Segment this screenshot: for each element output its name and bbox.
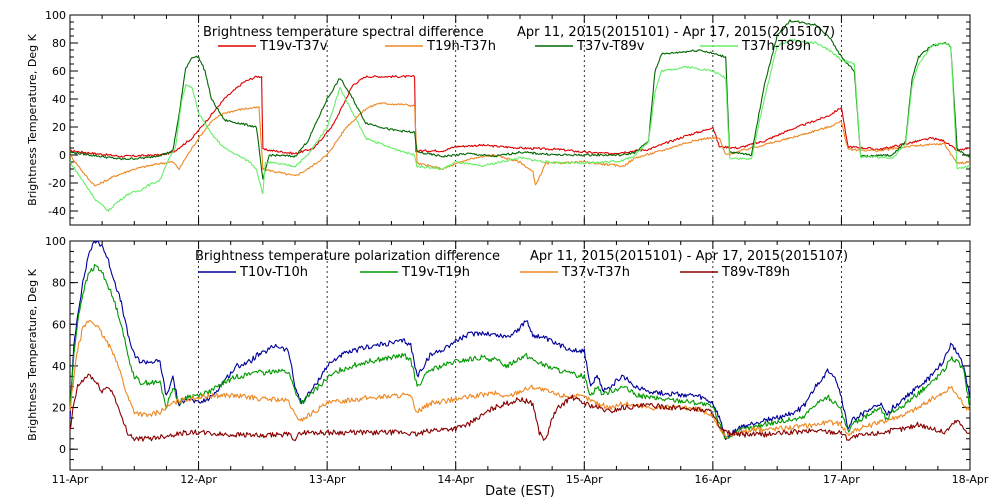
y-tick-label: 60 [52, 65, 66, 78]
top-x-ticks [69, 15, 971, 225]
x-tick-label: 12-Apr [180, 473, 217, 486]
series-line-t89v-t89h [69, 373, 971, 442]
x-tick-label: 15-Apr [566, 473, 603, 486]
series-line-t37v-t89v [69, 19, 971, 180]
y-tick-label: 0 [59, 149, 66, 162]
legend-label: T19v-T19h [401, 265, 470, 280]
y-tick-label: -40 [48, 205, 66, 218]
y-tick-label: 100 [45, 9, 66, 22]
y-tick-label: 100 [45, 235, 66, 248]
x-axis-label: Date (EST) [485, 484, 555, 499]
bottom-x-ticks: 11-Apr 12-Apr 13-Apr 14-Apr 15-Apr 16-Apr 17-A… [52, 241, 989, 486]
spectral-difference-panel: -40 -20 0 20 40 60 80 100 Brightness temperatur… [26, 9, 971, 226]
top-chart-date-range: Apr 11, 2015(2015101) - Apr 17, 2015(201… [517, 25, 835, 40]
y-tick-label: 20 [52, 121, 66, 134]
series-line-t19v-t37v [70, 75, 971, 158]
top-y-axis-label: Brightness Temperature, Deg K [26, 33, 39, 205]
y-tick-label: 0 [59, 443, 66, 456]
bottom-y-ticks: 0 20 40 60 80 100 [45, 235, 970, 471]
top-y-ticks: -40 -20 0 20 40 60 80 100 [45, 9, 970, 226]
bottom-legend: T10v-T10h T19v-T19h T37v-T37h T89v-T89h [198, 265, 790, 280]
polarization-difference-panel: 11-Apr 12-Apr 13-Apr 14-Apr 15-Apr 16-Apr 17-A… [26, 235, 989, 499]
legend-label: T37v-T89v [576, 39, 645, 54]
y-tick-label: 40 [52, 93, 66, 106]
series-line-t10v-t10h [69, 240, 971, 441]
x-tick-label: 16-Apr [694, 473, 731, 486]
legend-label: T37h-T89h [741, 39, 811, 54]
y-tick-label: 60 [52, 318, 66, 331]
bottom-y-axis-label: Brightness Temperature, Deg K [26, 268, 39, 440]
y-tick-label: -20 [48, 177, 66, 190]
top-legend: T19v-T37v T19h-T37h T37v-T89v T37h-T89h [218, 39, 811, 54]
y-tick-label: 20 [52, 402, 66, 415]
x-tick-label: 14-Apr [437, 473, 474, 486]
bottom-chart-date-range: Apr 11, 2015(2015101) - Apr 17, 2015(201… [530, 249, 848, 264]
legend-label: T19v-T37v [259, 39, 328, 54]
legend-label: T89v-T89h [721, 265, 790, 280]
x-tick-label: 17-Apr [823, 473, 860, 486]
top-grid [198, 15, 842, 225]
y-tick-label: 80 [52, 277, 66, 290]
y-tick-label: 80 [52, 37, 66, 50]
bottom-plot-frame [69, 240, 971, 471]
legend-label: T19h-T37h [426, 39, 496, 54]
series-line-t37h-t89h [69, 38, 971, 212]
top-series [69, 19, 971, 212]
legend-label: T10v-T10h [239, 265, 308, 280]
series-line-t19v-t19h [69, 264, 971, 440]
series-line-t19h-t37h [69, 102, 971, 187]
bottom-series [69, 240, 971, 442]
bottom-grid [198, 241, 842, 470]
x-tick-label: 13-Apr [309, 473, 346, 486]
legend-label: T37v-T37h [561, 265, 630, 280]
top-chart-title: Brightness temperature spectral differen… [203, 25, 484, 40]
x-tick-label: 11-Apr [52, 473, 89, 486]
bottom-chart-title: Brightness temperature polarization diff… [195, 249, 500, 264]
y-tick-label: 40 [52, 360, 66, 373]
series-line-t37v-t37h [69, 320, 971, 439]
x-tick-label: 18-Apr [952, 473, 989, 486]
